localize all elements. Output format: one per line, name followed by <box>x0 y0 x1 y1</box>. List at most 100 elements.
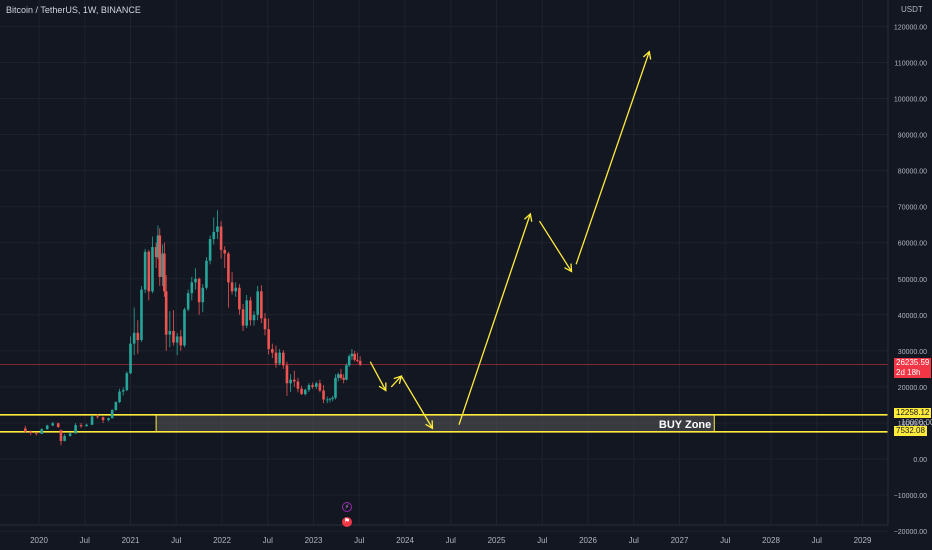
candle <box>285 361 289 396</box>
candle <box>227 251 230 308</box>
candle <box>143 248 147 294</box>
candle <box>179 329 183 351</box>
candle <box>125 371 129 392</box>
candle-body <box>358 360 362 365</box>
candle <box>350 349 354 360</box>
buy-zone-border <box>155 414 715 433</box>
candle-body <box>163 253 166 292</box>
candle-body <box>101 417 105 421</box>
candle <box>278 349 281 366</box>
candle-body <box>230 282 234 292</box>
time-tick-label: Jul <box>629 536 639 545</box>
candle-body <box>194 278 197 283</box>
candle-body <box>271 349 274 353</box>
projection-arrow <box>458 212 533 425</box>
candle <box>212 217 216 245</box>
price-tick-label: −20000.00 <box>894 529 927 536</box>
candle <box>347 354 351 368</box>
candle <box>339 368 343 380</box>
candles-layer <box>23 210 362 446</box>
candle-body <box>90 416 94 425</box>
candle-body <box>143 251 147 290</box>
candle-body <box>136 332 140 341</box>
candle <box>241 303 245 332</box>
candle <box>205 257 208 290</box>
candle-body <box>175 336 179 343</box>
candle-body <box>314 383 318 387</box>
candle-body <box>79 425 83 427</box>
candle <box>345 363 348 381</box>
candle-body <box>267 329 270 350</box>
candle <box>201 284 205 313</box>
candle-body <box>307 385 311 390</box>
candle <box>300 385 303 395</box>
candle <box>110 409 114 419</box>
lightning-icon[interactable]: ⚡︎ <box>342 502 352 512</box>
arrow-shaft <box>369 361 387 391</box>
candle-body <box>45 425 49 430</box>
price-tick-label: 60000.00 <box>898 241 927 248</box>
time-tick-label: Jul <box>812 536 822 545</box>
price-tick-label: 120000.00 <box>894 24 927 31</box>
candle <box>23 425 27 433</box>
price-tick-label: 0.00 <box>913 457 927 464</box>
candle <box>289 374 292 392</box>
candle-body <box>300 388 303 395</box>
candle <box>249 296 252 326</box>
arrow-head <box>524 212 533 222</box>
arrow-head <box>425 420 434 430</box>
candle <box>252 311 256 326</box>
candle <box>223 246 227 268</box>
candle <box>271 343 274 359</box>
flag-icon[interactable]: ⚑︎ <box>342 517 352 527</box>
candle <box>303 388 307 396</box>
candle <box>186 289 190 312</box>
candle <box>40 428 44 435</box>
candle <box>140 285 143 342</box>
candle <box>63 434 66 442</box>
candle <box>59 429 63 446</box>
candle-body <box>318 383 322 391</box>
price-tick-label: 40000.00 <box>898 313 927 320</box>
candle-body <box>234 287 238 292</box>
candle <box>158 228 162 286</box>
candle <box>336 372 340 382</box>
candle <box>208 235 212 265</box>
candle <box>311 382 314 389</box>
candle-body <box>156 235 160 258</box>
candle <box>45 424 49 430</box>
candle <box>260 285 263 324</box>
projection-arrows-layer <box>369 50 652 430</box>
time-tick-label: 2026 <box>579 536 597 545</box>
candle-body <box>238 287 241 310</box>
candle <box>219 221 223 259</box>
candle-body <box>249 300 252 321</box>
candle <box>154 242 158 268</box>
candle-body <box>292 379 296 382</box>
candle-body <box>263 318 267 330</box>
candle-body <box>342 377 345 380</box>
projection-arrow <box>575 50 652 265</box>
candle-body <box>140 289 143 341</box>
candle-body <box>223 249 227 254</box>
price-tick-label: 80000.00 <box>898 169 927 176</box>
candle-body <box>114 402 118 410</box>
candle <box>263 312 267 336</box>
candle-body <box>201 287 205 303</box>
candle-body <box>212 231 216 240</box>
candle-body <box>345 365 348 380</box>
price-tick-label: −10000.00 <box>894 493 927 500</box>
price-tick-label: 90000.00 <box>898 133 927 140</box>
candle-body <box>334 377 337 398</box>
candle-body <box>147 251 151 292</box>
candle-body <box>121 390 125 392</box>
candle-body <box>296 381 300 389</box>
candle <box>325 396 329 404</box>
candle-body <box>151 247 154 292</box>
time-tick-label: Jul <box>263 536 273 545</box>
candle <box>156 225 160 259</box>
time-tick-label: 2022 <box>213 536 231 545</box>
